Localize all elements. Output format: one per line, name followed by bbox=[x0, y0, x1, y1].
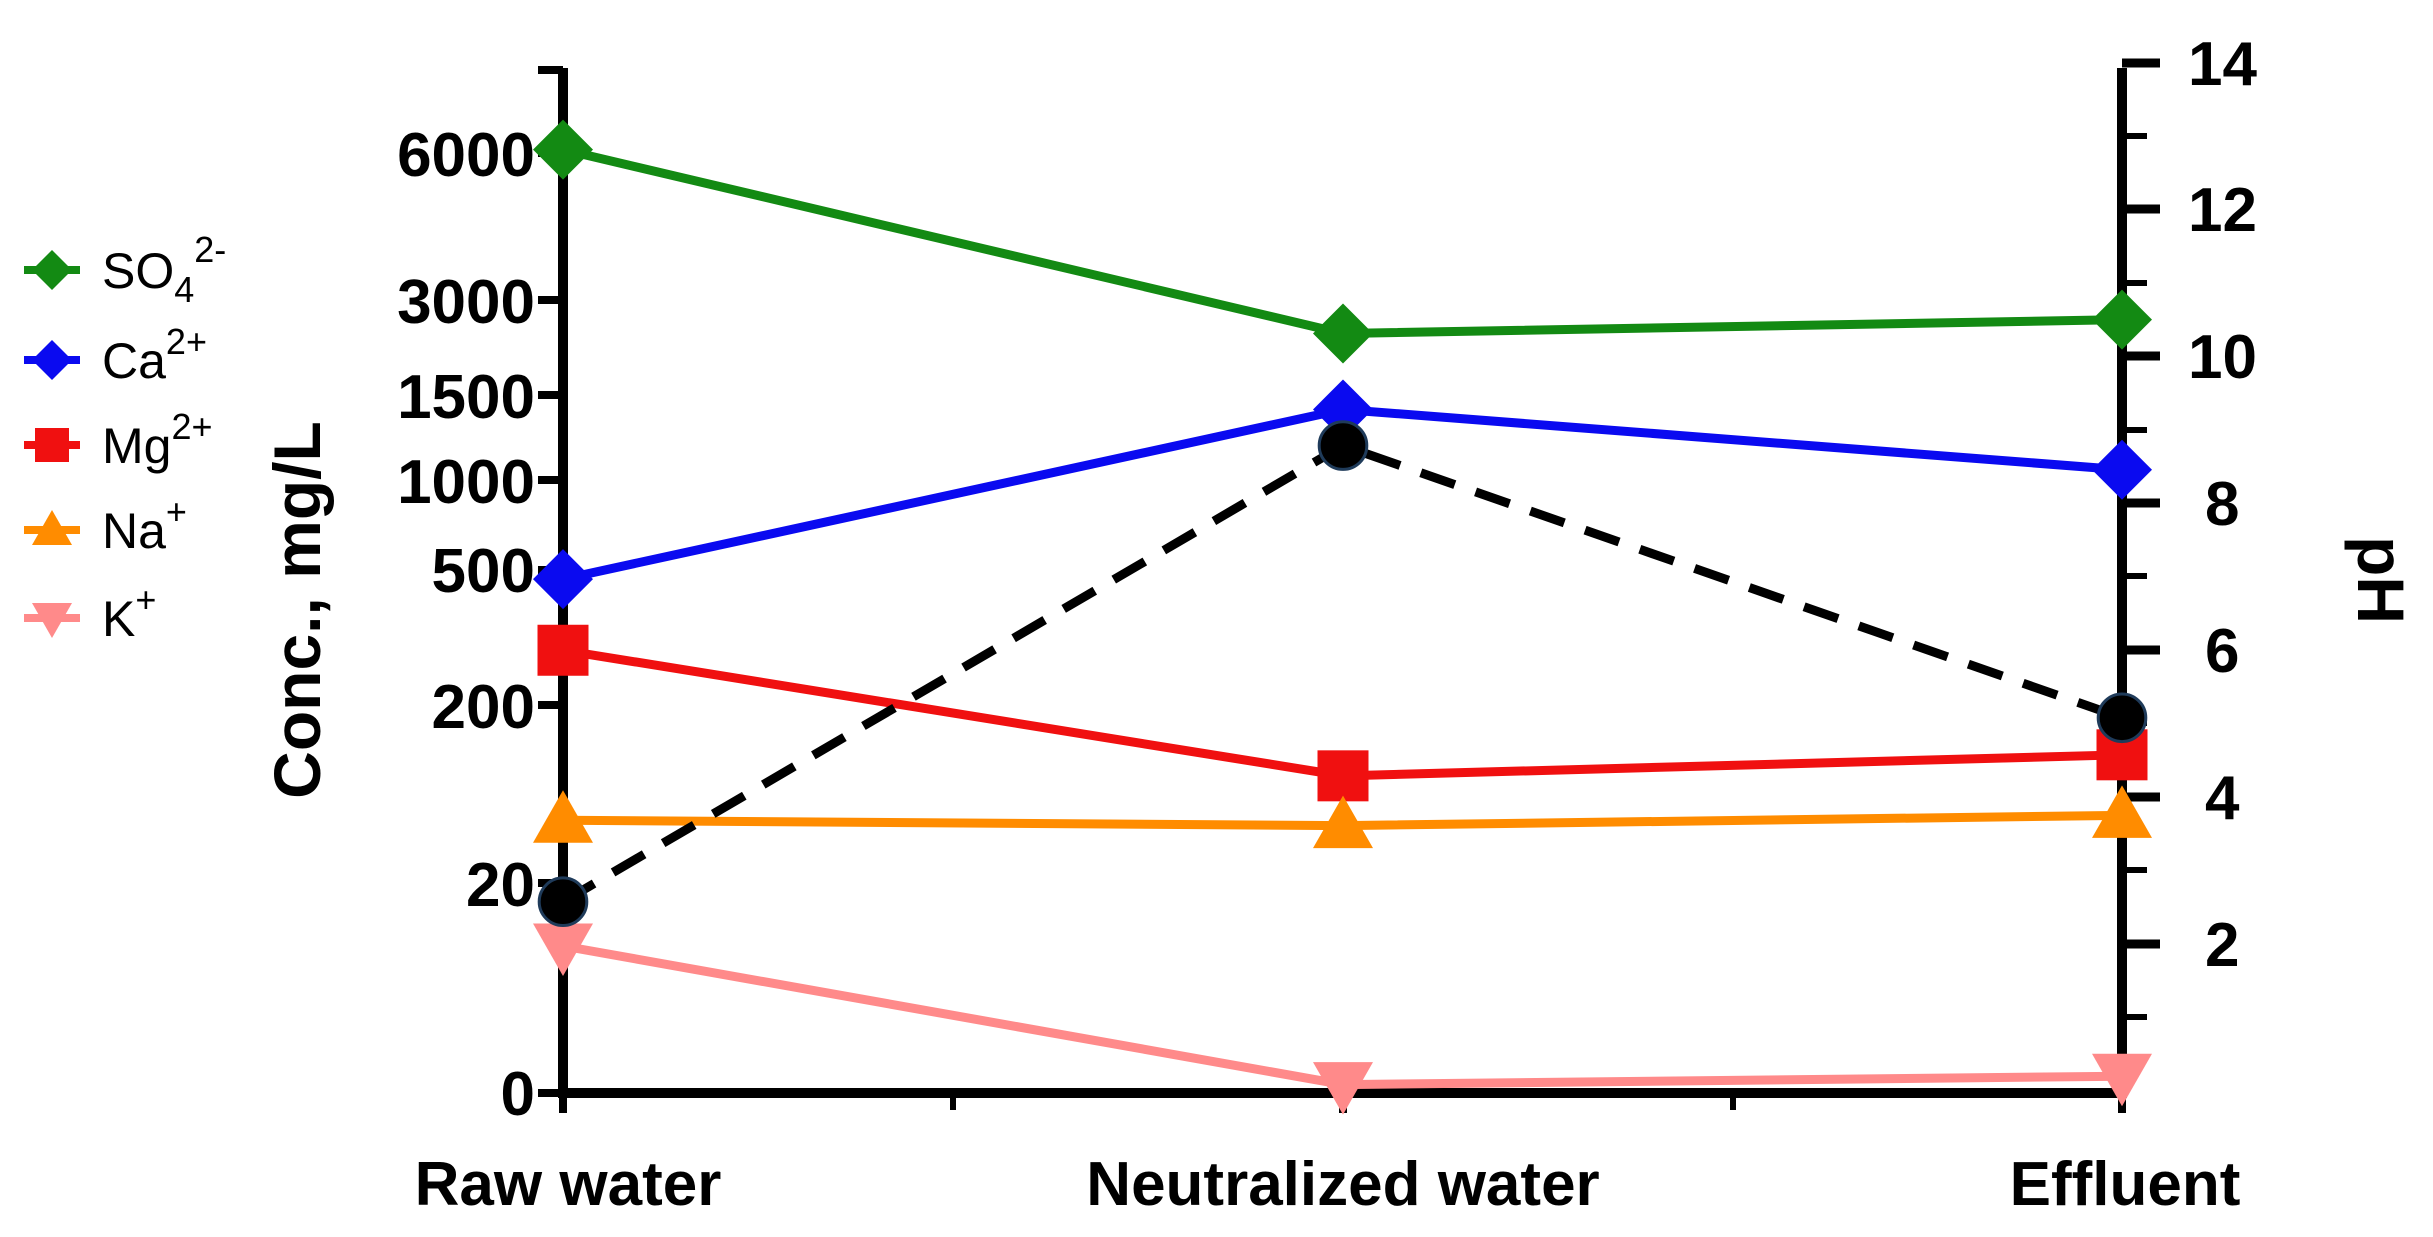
left-tick-label: 200 bbox=[432, 673, 535, 742]
right-tick-label: 10 bbox=[2188, 323, 2257, 392]
category-label-neutralized-water: Neutralized water bbox=[1086, 1150, 1599, 1219]
data-point-ph-1 bbox=[1317, 420, 1369, 471]
category-label-effluent: Effluent bbox=[2010, 1150, 2241, 1219]
right-tick-label: 6 bbox=[2205, 617, 2239, 686]
data-point-ca2--0 bbox=[533, 549, 593, 610]
legend-label-mg2-: Mg2+ bbox=[102, 406, 213, 474]
legend-marker-k- bbox=[32, 603, 72, 638]
legend-marker-na- bbox=[32, 510, 72, 545]
data-point-k--0 bbox=[533, 923, 593, 976]
data-point-mg2--1 bbox=[1317, 750, 1369, 802]
axes bbox=[558, 68, 2127, 1098]
data-point-ph-0 bbox=[537, 876, 589, 928]
data-point-na--2 bbox=[2092, 785, 2152, 838]
right-tick-label: 4 bbox=[2205, 764, 2240, 833]
right-ticks bbox=[2122, 58, 2160, 1020]
legend-label-na-: Na+ bbox=[102, 491, 187, 559]
left-tick-label: 6000 bbox=[397, 121, 535, 190]
data-point-mg2--0 bbox=[537, 624, 589, 676]
right-tick-label: 12 bbox=[2188, 176, 2257, 245]
data-point-na--1 bbox=[1313, 795, 1373, 849]
legend-marker-ca2- bbox=[32, 340, 72, 380]
legend-label-ca2-: Ca2+ bbox=[102, 321, 207, 389]
right-tick-labels: 2 4 6 8 10 12 14 bbox=[2188, 30, 2257, 980]
data-point-ca2--1 bbox=[1313, 379, 1373, 440]
right-tick-label: 2 bbox=[2205, 911, 2239, 980]
data-point-k--1 bbox=[1313, 1062, 1373, 1115]
y-axis-title: Conc., mg/L bbox=[260, 421, 334, 799]
data-point-ph-2 bbox=[2096, 692, 2148, 744]
data-point-so4-2--2 bbox=[2092, 289, 2152, 350]
legend-label-k-: K+ bbox=[102, 579, 156, 647]
data-point-k--2 bbox=[2092, 1053, 2152, 1107]
left-tick-label: 0 bbox=[501, 1060, 535, 1129]
series-layer bbox=[533, 119, 2152, 1115]
data-point-ca2--2 bbox=[2092, 439, 2152, 500]
legend-label-so4-2-: SO42- bbox=[102, 229, 226, 310]
data-point-so4-2--1 bbox=[1313, 303, 1373, 364]
y2-axis-title: pH bbox=[2344, 536, 2418, 624]
x-tick-labels: Raw water Neutralized water Effluent bbox=[415, 1150, 2241, 1219]
left-tick-label: 1000 bbox=[397, 448, 535, 517]
left-tick-label: 500 bbox=[432, 537, 535, 606]
left-tick-label: 3000 bbox=[397, 268, 535, 337]
left-tick-label: 20 bbox=[466, 851, 535, 920]
category-label-raw-water: Raw water bbox=[415, 1150, 722, 1219]
data-point-na--0 bbox=[533, 790, 593, 843]
legend: SO42- Ca2+ Mg2+ Na+ K+ bbox=[24, 229, 226, 647]
legend-marker-mg2- bbox=[35, 428, 69, 462]
left-tick-label: 1500 bbox=[397, 363, 535, 432]
legend-marker-so4-2- bbox=[32, 250, 72, 290]
right-tick-label: 14 bbox=[2188, 30, 2257, 99]
right-tick-label: 8 bbox=[2205, 470, 2239, 539]
left-tick-labels: 0 20 200 500 1000 1500 3000 6000 bbox=[397, 121, 535, 1129]
data-point-so4-2--0 bbox=[533, 119, 593, 180]
